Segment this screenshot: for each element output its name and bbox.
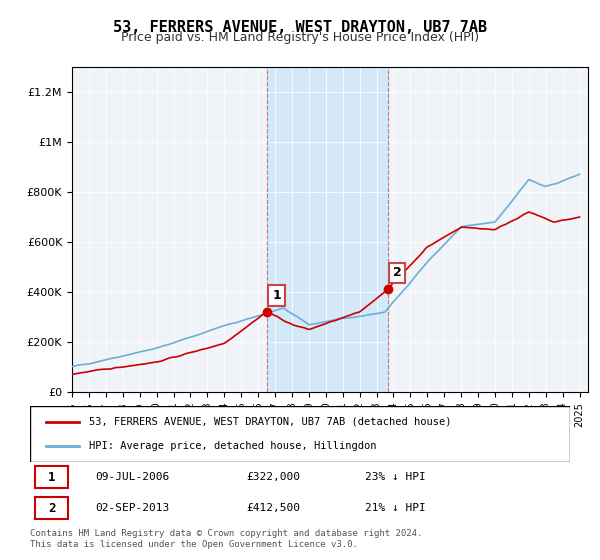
Text: 21% ↓ HPI: 21% ↓ HPI: [365, 503, 425, 513]
Text: Price paid vs. HM Land Registry's House Price Index (HPI): Price paid vs. HM Land Registry's House …: [121, 31, 479, 44]
Text: HPI: Average price, detached house, Hillingdon: HPI: Average price, detached house, Hill…: [89, 441, 377, 451]
Text: 1: 1: [48, 471, 55, 484]
Text: 53, FERRERS AVENUE, WEST DRAYTON, UB7 7AB: 53, FERRERS AVENUE, WEST DRAYTON, UB7 7A…: [113, 20, 487, 35]
Text: 09-JUL-2006: 09-JUL-2006: [95, 473, 169, 482]
Text: 23% ↓ HPI: 23% ↓ HPI: [365, 473, 425, 482]
FancyBboxPatch shape: [35, 497, 68, 519]
Text: £322,000: £322,000: [246, 473, 300, 482]
Bar: [267, 67, 388, 392]
Text: 02-SEP-2013: 02-SEP-2013: [95, 503, 169, 513]
Text: 53, FERRERS AVENUE, WEST DRAYTON, UB7 7AB (detached house): 53, FERRERS AVENUE, WEST DRAYTON, UB7 7A…: [89, 417, 452, 427]
Text: £412,500: £412,500: [246, 503, 300, 513]
Text: Contains HM Land Registry data © Crown copyright and database right 2024.
This d: Contains HM Land Registry data © Crown c…: [30, 529, 422, 549]
Text: 2: 2: [393, 267, 401, 279]
FancyBboxPatch shape: [35, 466, 68, 488]
Text: 2: 2: [48, 502, 55, 515]
FancyBboxPatch shape: [30, 406, 570, 462]
Text: 1: 1: [272, 289, 281, 302]
